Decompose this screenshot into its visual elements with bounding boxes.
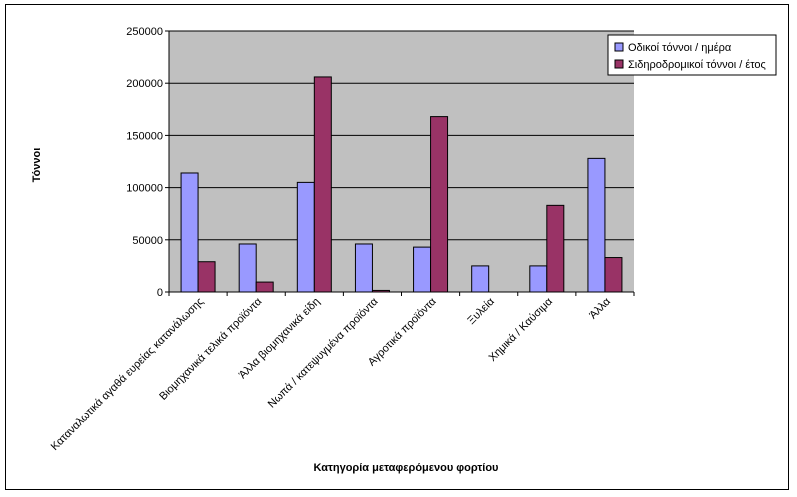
x-category-label: Βιομηχανικά τελικά προϊόντα <box>157 295 265 403</box>
y-tick-label: 50000 <box>132 235 163 247</box>
legend: Οδικοί τόννοι / ημέρα Σιδηροδρομικοί τόνν… <box>607 34 777 76</box>
y-axis-title: Τόννοι <box>31 148 43 183</box>
y-tick-label: 150000 <box>126 130 163 142</box>
x-category-labels: Καταναλωτικά αγαθά ευρείας κατανάλωσηςΒι… <box>49 295 614 453</box>
y-tick-label: 250000 <box>126 26 163 38</box>
bar-rail <box>197 261 216 293</box>
y-tick-label: 200000 <box>126 78 163 90</box>
bar-road <box>587 157 606 293</box>
x-category-label: Άλλα <box>587 295 613 321</box>
x-axis-title: Κατηγορία μεταφερόμενου φορτίου <box>314 462 499 474</box>
bar-rail <box>313 76 332 293</box>
bar-road <box>296 181 315 293</box>
bar-road <box>413 246 432 293</box>
bar-road <box>354 243 373 293</box>
x-category-label: Νωπά / κατεψυγμένα προϊόντα <box>266 295 381 410</box>
x-category-label: Χημικά / Καύσιμα <box>487 295 556 364</box>
bar-road <box>238 243 257 293</box>
legend-swatch <box>614 42 624 52</box>
x-category-label: Ξυλεία <box>465 295 497 327</box>
y-tick-label: 0 <box>157 287 163 299</box>
bar-chart: 0 50000 100000 150000 200000 250000 Καταναλωτ… <box>31 26 777 474</box>
legend-box <box>607 34 777 76</box>
chart-frame: 0 50000 100000 150000 200000 250000 Καταναλωτ… <box>5 4 789 490</box>
bar-rail <box>546 204 565 293</box>
bar-rail <box>604 257 623 293</box>
bar-rail <box>430 116 449 293</box>
legend-label: Σιδηροδρομικοί τόννοι / έτος <box>628 59 766 71</box>
bar-road <box>180 172 199 293</box>
bars <box>180 76 623 293</box>
axes <box>165 30 635 296</box>
y-tick-labels: 0 50000 100000 150000 200000 250000 <box>126 26 163 299</box>
bar-road <box>471 265 490 293</box>
bar-rail <box>255 281 274 293</box>
y-tick-label: 100000 <box>126 183 163 195</box>
legend-swatch <box>614 59 624 69</box>
legend-label: Οδικοί τόννοι / ημέρα <box>628 42 732 54</box>
bar-road <box>529 265 548 293</box>
